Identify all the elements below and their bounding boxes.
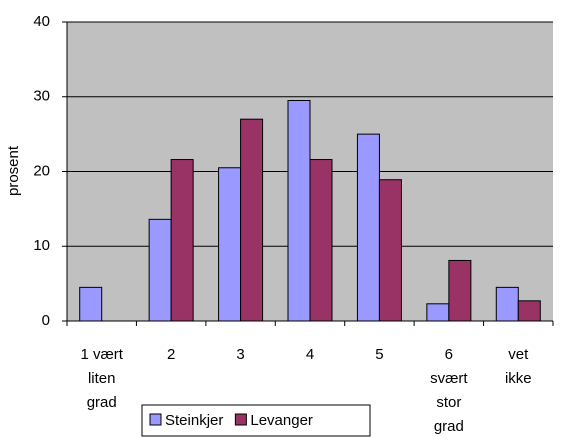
x-tick-label: 4 xyxy=(306,346,314,363)
x-tick-label: 5 xyxy=(375,346,383,363)
x-tick-label: 6 svært stor grad xyxy=(430,346,468,435)
bar xyxy=(495,286,519,322)
bar xyxy=(309,159,333,322)
legend-swatch xyxy=(234,413,247,426)
bar xyxy=(426,303,450,322)
legend-label: Levanger xyxy=(250,412,313,429)
legend xyxy=(141,404,371,437)
x-tick-label: vet ikke xyxy=(505,346,532,387)
legend-swatch xyxy=(149,413,162,426)
bar xyxy=(378,179,402,322)
y-tick-label: 20 xyxy=(33,162,50,179)
y-tick-label: 10 xyxy=(33,237,50,254)
x-tick-label: 1 vært liten grad xyxy=(80,346,123,411)
bar xyxy=(287,99,311,322)
y-axis-label: prosent xyxy=(5,145,22,196)
bar xyxy=(517,300,541,322)
legend-label: Steinkjer xyxy=(165,412,223,429)
bar xyxy=(240,118,264,322)
bar xyxy=(448,259,472,322)
y-tick-label: 30 xyxy=(33,88,50,105)
bar xyxy=(79,286,103,322)
x-tick-label: 2 xyxy=(167,346,175,363)
y-tick-label: 40 xyxy=(33,13,50,30)
bar xyxy=(356,133,380,322)
bar xyxy=(170,159,194,322)
bar xyxy=(148,218,172,322)
y-tick-label: 0 xyxy=(42,312,50,329)
bar xyxy=(218,167,242,322)
x-tick-label: 3 xyxy=(236,346,244,363)
